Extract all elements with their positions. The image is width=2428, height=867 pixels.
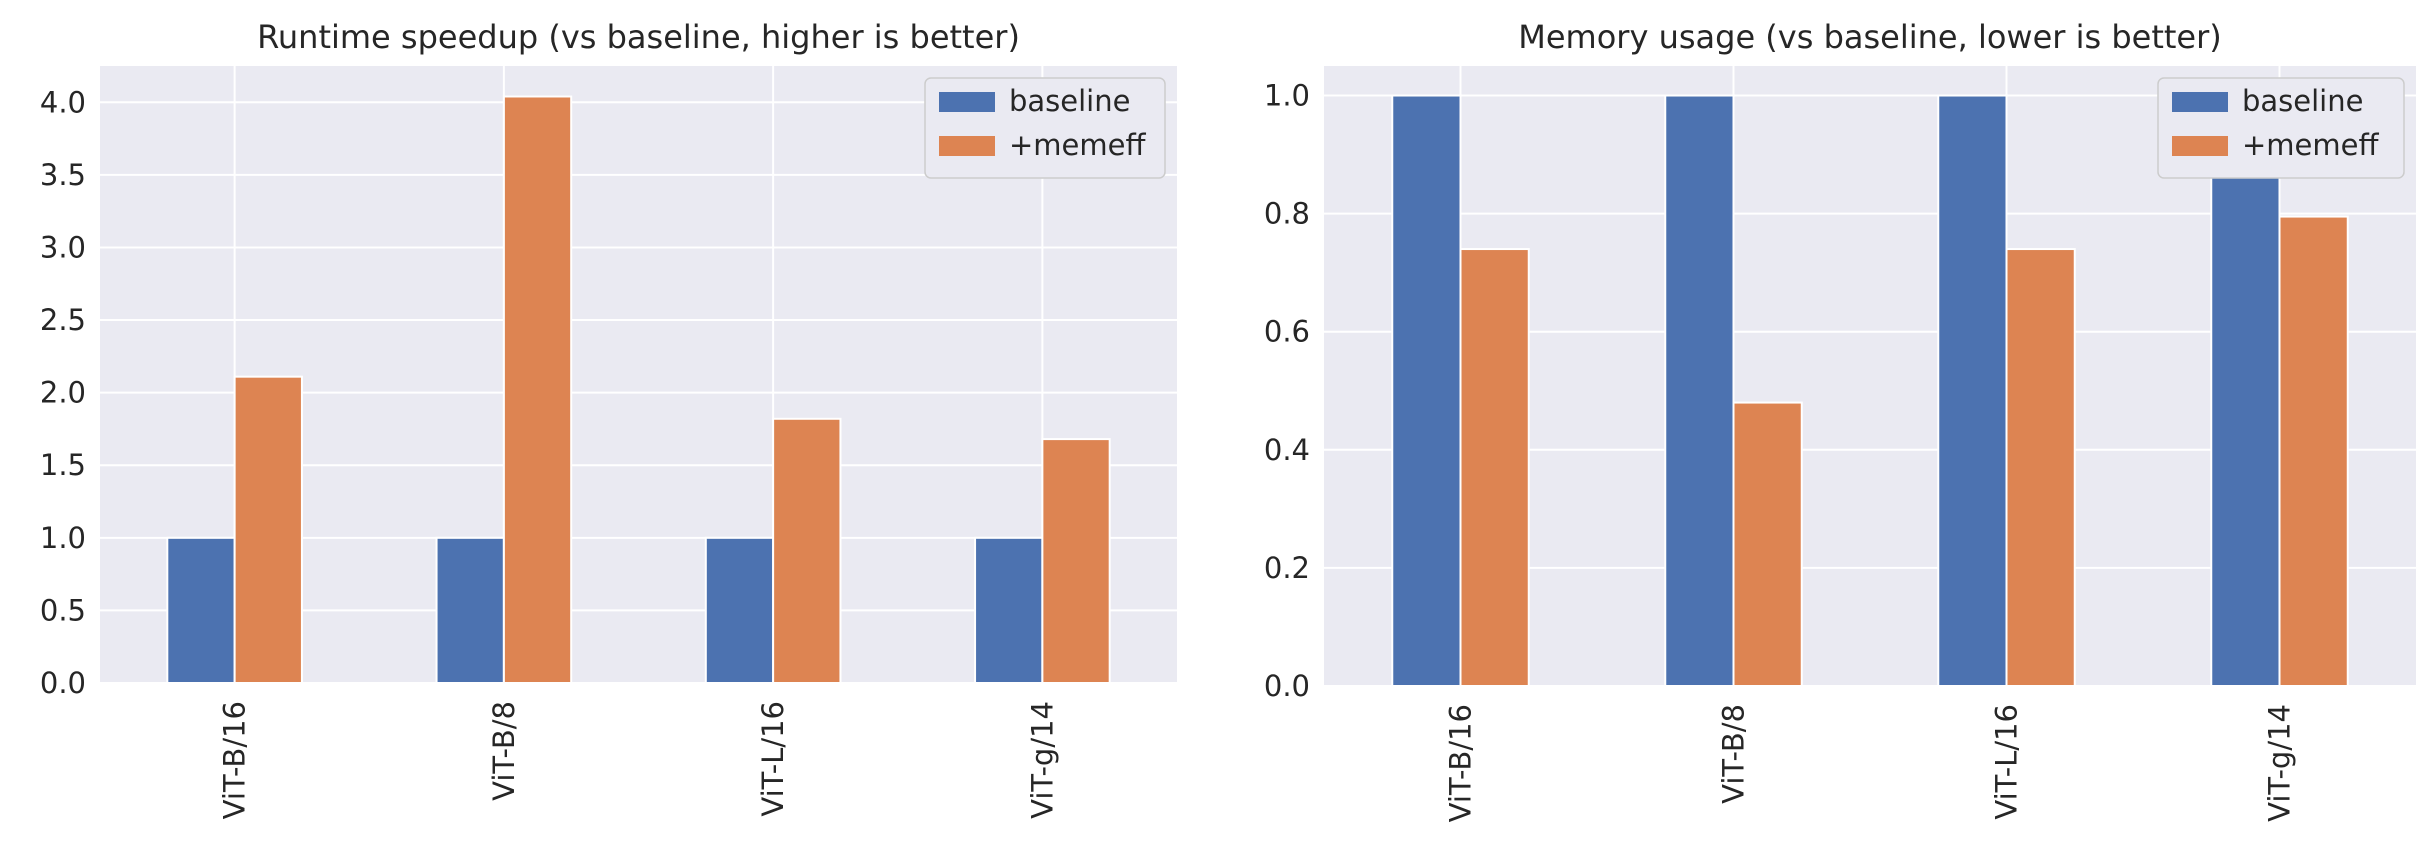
y-tick-label: 1.0 bbox=[40, 521, 86, 555]
y-tick-label: 2.0 bbox=[40, 376, 86, 410]
legend: baseline +memeff bbox=[924, 77, 1166, 179]
bar-memeff-4 bbox=[1041, 438, 1111, 684]
legend-swatch-1 bbox=[939, 92, 995, 112]
legend-label-2: +memeff bbox=[2242, 128, 2379, 162]
chart-title: Runtime speedup (vs baseline, higher is … bbox=[257, 18, 1020, 56]
bar-baseline-2 bbox=[435, 536, 505, 685]
legend-swatch-1 bbox=[2172, 92, 2228, 112]
bar-baseline-3 bbox=[1937, 94, 2008, 688]
legend-swatch-2 bbox=[939, 136, 995, 156]
bar-memeff-1 bbox=[1459, 248, 1530, 688]
y-tick-label: 0.6 bbox=[1264, 315, 1310, 349]
x-tick-label: ViT-g/14 bbox=[2263, 704, 2297, 822]
bar-baseline-2 bbox=[1664, 94, 1735, 688]
y-tick-label: 0.0 bbox=[1264, 669, 1310, 703]
y-tick-label: 1.0 bbox=[1264, 79, 1310, 113]
bar-baseline-4 bbox=[2210, 94, 2281, 688]
x-tick-label: ViT-B/8 bbox=[1717, 704, 1751, 804]
bar-baseline-1 bbox=[1391, 94, 1462, 688]
legend-label-2: +memeff bbox=[1009, 128, 1146, 162]
bar-baseline-3 bbox=[704, 536, 775, 685]
chart-panel-2: 0.0 0.2 0.4 0.6 0.8 1.0 ViT-B/16 ViT-B/8 ViT-L/1… bbox=[1264, 18, 2416, 822]
bar-memeff-3 bbox=[2005, 248, 2076, 688]
x-tick-label: ViT-B/8 bbox=[487, 701, 521, 801]
x-tick-label: ViT-L/16 bbox=[1990, 704, 2024, 820]
bar-memeff-4 bbox=[2278, 215, 2349, 687]
legend-label-1: baseline bbox=[1009, 84, 1130, 118]
y-tick-label: 0.2 bbox=[1264, 551, 1310, 585]
legend: baseline +memeff bbox=[2157, 77, 2405, 179]
x-tick-label: ViT-B/16 bbox=[1444, 704, 1478, 822]
y-tick-label: 0.5 bbox=[40, 593, 86, 627]
y-tick-label: 3.0 bbox=[40, 230, 86, 264]
y-tick-label: 1.5 bbox=[40, 448, 86, 482]
x-tick-label: ViT-g/14 bbox=[1025, 701, 1059, 819]
x-tick-label: ViT-L/16 bbox=[756, 701, 790, 817]
y-tick-label: 0.0 bbox=[40, 666, 86, 700]
chart-title: Memory usage (vs baseline, lower is bett… bbox=[1518, 18, 2222, 56]
y-tick-label: 2.5 bbox=[40, 303, 86, 337]
legend-label-1: baseline bbox=[2242, 84, 2363, 118]
bar-baseline-4 bbox=[974, 536, 1044, 685]
chart-panel-1: 0.0 0.5 1.0 1.5 2.0 2.5 3.0 3.5 4.0 ViT-B/16 ViT-B… bbox=[40, 18, 1177, 819]
y-tick-label: 4.0 bbox=[40, 85, 86, 119]
bar-baseline-1 bbox=[166, 536, 236, 685]
y-tick-label: 3.5 bbox=[40, 158, 86, 192]
x-tick-label: ViT-B/16 bbox=[218, 701, 252, 819]
y-tick-label: 0.8 bbox=[1264, 197, 1310, 231]
y-tick-label: 0.4 bbox=[1264, 433, 1310, 467]
bar-memeff-3 bbox=[772, 417, 842, 684]
bar-memeff-2 bbox=[1732, 401, 1803, 687]
legend-swatch-2 bbox=[2172, 136, 2228, 156]
bar-memeff-2 bbox=[502, 95, 573, 684]
bar-memeff-1 bbox=[233, 375, 303, 684]
